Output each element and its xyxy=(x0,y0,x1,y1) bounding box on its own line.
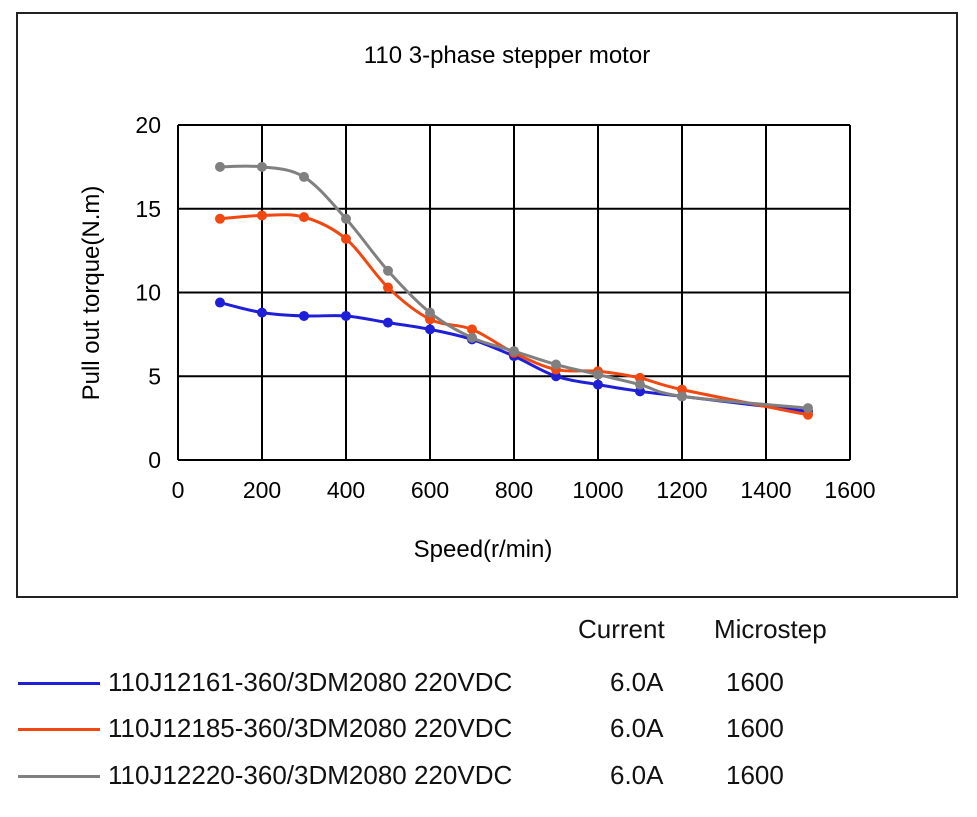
series-lines xyxy=(215,161,813,420)
x-tick-label: 800 xyxy=(495,477,533,503)
data-point xyxy=(383,282,393,293)
legend-header-microstep: Microstep xyxy=(714,614,827,644)
data-point xyxy=(257,307,267,318)
legend-current: 6.0A xyxy=(610,667,664,697)
y-axis-label: Pull out torque(N.m) xyxy=(78,186,105,401)
legend: Current Microstep 110J12161-360/3DM2080 … xyxy=(0,600,977,817)
data-point xyxy=(215,213,225,224)
data-point xyxy=(803,403,813,414)
x-tick-label: 0 xyxy=(172,477,185,503)
tick-labels: 0 200 400 600 800 1000 1200 1400 1600 0 5 10 15 20 xyxy=(135,112,875,503)
y-tick-label: 20 xyxy=(135,112,161,138)
chart-title: 110 3-phase stepper motor xyxy=(364,42,650,69)
x-tick-label: 400 xyxy=(327,477,365,503)
x-tick-label: 1400 xyxy=(740,477,791,503)
x-tick-label: 600 xyxy=(411,477,449,503)
y-tick-label: 5 xyxy=(148,363,161,389)
legend-current: 6.0A xyxy=(610,713,664,743)
legend-header-current: Current xyxy=(578,614,665,644)
data-point xyxy=(593,379,603,390)
data-point xyxy=(299,212,309,223)
data-point xyxy=(257,210,267,221)
data-point xyxy=(425,307,435,318)
data-point xyxy=(341,233,351,244)
data-point xyxy=(257,161,267,172)
legend-row: 110J12185-360/3DM2080 220VDC 6.0A 1600 xyxy=(0,710,977,750)
grid xyxy=(177,124,851,461)
legend-swatch xyxy=(18,728,100,731)
y-tick-label: 10 xyxy=(135,280,161,306)
legend-row: 110J12161-360/3DM2080 220VDC 6.0A 1600 xyxy=(0,664,977,704)
y-tick-label: 15 xyxy=(135,196,161,222)
x-tick-label: 1200 xyxy=(656,477,707,503)
data-point xyxy=(341,310,351,321)
data-point xyxy=(341,213,351,224)
legend-swatch xyxy=(18,682,100,685)
x-tick-label: 200 xyxy=(243,477,281,503)
data-point xyxy=(299,171,309,182)
legend-microstep: 1600 xyxy=(726,713,784,743)
legend-microstep: 1600 xyxy=(726,760,784,790)
data-point xyxy=(215,297,225,308)
data-point xyxy=(467,324,477,335)
data-point xyxy=(383,317,393,328)
line-chart: 110 3-phase stepper motor 0 200 400 600 800 1… xyxy=(78,42,876,563)
x-axis-label: Speed(r/min) xyxy=(414,536,553,563)
legend-swatch xyxy=(18,775,100,778)
y-tick-label: 0 xyxy=(148,447,161,473)
data-point xyxy=(551,359,561,370)
data-point xyxy=(677,391,687,402)
data-point xyxy=(383,265,393,276)
legend-microstep: 1600 xyxy=(726,667,784,697)
data-point xyxy=(593,369,603,380)
data-point xyxy=(509,346,519,357)
x-tick-label: 1000 xyxy=(572,477,623,503)
legend-model: 110J12161-360/3DM2080 220VDC xyxy=(108,667,513,697)
data-point xyxy=(467,332,477,343)
data-point xyxy=(635,379,645,390)
x-tick-label: 1600 xyxy=(824,477,875,503)
chart-frame xyxy=(16,12,958,598)
legend-row: 110J12220-360/3DM2080 220VDC 6.0A 1600 xyxy=(0,757,977,797)
legend-model: 110J12220-360/3DM2080 220VDC xyxy=(108,760,513,790)
data-point xyxy=(425,324,435,335)
legend-current: 6.0A xyxy=(610,760,664,790)
legend-model: 110J12185-360/3DM2080 220VDC xyxy=(108,713,513,743)
data-point xyxy=(299,310,309,321)
data-point xyxy=(215,161,225,172)
